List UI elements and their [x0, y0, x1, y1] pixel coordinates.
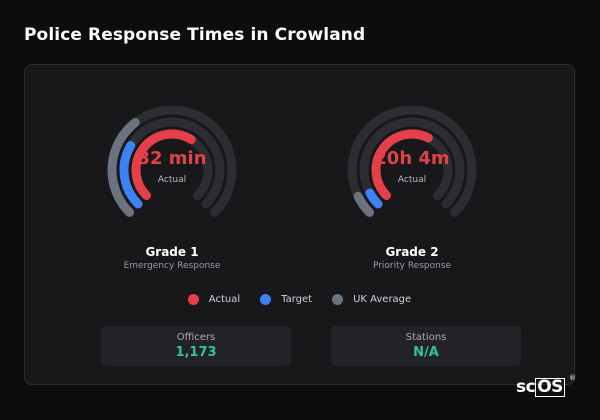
page-title: Police Response Times in Crowland	[24, 25, 366, 45]
legend-item-uk-average: UK Average	[332, 291, 411, 307]
legend-dot-actual	[187, 293, 199, 305]
gauge-1-actual-arc	[131, 129, 196, 200]
gauge-grade-1: 32 min Actual	[107, 105, 237, 235]
stat-officers-label: Officers	[176, 332, 216, 343]
legend-dot-target	[260, 293, 272, 305]
gauge-grade-2: 20h 4m Actual	[347, 105, 477, 235]
stat-officers-value: 1,173	[175, 345, 217, 360]
gauge-2-uk-average-arc	[353, 191, 375, 217]
stat-officers: Officers 1,173	[101, 326, 291, 366]
gauge-grade-1-sublabel: Actual	[157, 175, 187, 185]
grade-2-description: Priority Response	[372, 261, 452, 271]
gauge-2-actual-arc	[371, 129, 433, 200]
stat-stations-label: Stations	[405, 332, 447, 343]
legend: Actual Target UK Average	[25, 291, 574, 307]
stat-stations-value: N/A	[413, 345, 439, 360]
legend-label-actual: Actual	[208, 293, 241, 305]
brand-logo: sc OS ®	[516, 374, 576, 397]
gauge-grade-2-rings	[347, 105, 477, 217]
gauge-1-uk-average-arc	[107, 118, 140, 217]
gauge-2-target-track	[359, 117, 465, 209]
grade-1-name: Grade 1	[145, 245, 199, 259]
legend-dot-uk-average	[332, 293, 344, 305]
response-times-card: 32 min Actual Grade 1 Emergency Response…	[24, 64, 575, 385]
registered-mark-icon: ®	[569, 374, 576, 382]
gauge-grade-2-sublabel: Actual	[397, 175, 427, 185]
stat-stations: Stations N/A	[331, 326, 521, 366]
gauge-2-target-arc	[365, 188, 383, 209]
brand-text: sc	[516, 377, 536, 397]
gauge-2-uk-average-track	[347, 105, 477, 217]
brand-text-boxed: OS	[535, 377, 565, 397]
gauge-grade-1-value: 32 min	[137, 148, 207, 169]
grade-1-description: Emergency Response	[123, 261, 221, 271]
gauge-grade-1-rings	[107, 105, 237, 217]
legend-item-actual: Actual	[187, 291, 241, 307]
legend-item-target: Target	[260, 291, 312, 307]
legend-label-target: Target	[281, 293, 313, 305]
legend-label-uk-average: UK Average	[353, 293, 412, 305]
gauge-grade-2-value: 20h 4m	[374, 148, 450, 169]
grade-2-name: Grade 2	[385, 245, 439, 259]
gauge-1-target-arc	[119, 141, 143, 209]
